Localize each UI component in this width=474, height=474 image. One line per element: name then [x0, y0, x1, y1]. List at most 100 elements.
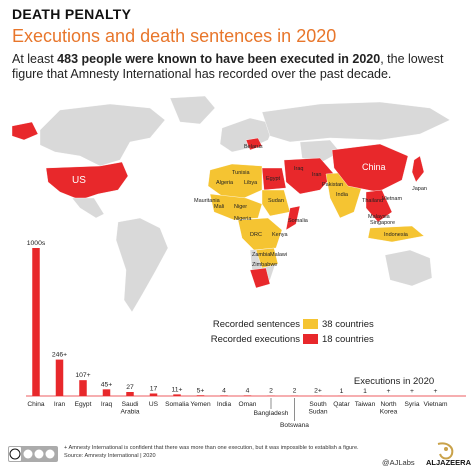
subtitle-pre: At least [12, 52, 58, 66]
map-canada [39, 103, 166, 167]
bar-value-china: 1000s [27, 240, 46, 247]
map-botswana-shape [249, 267, 271, 289]
map-japan-shape [411, 155, 425, 183]
map-label-iran: Iran [312, 172, 321, 178]
map-label-india: India [336, 192, 349, 198]
map-label-somalia: Somalia [288, 218, 309, 224]
map-sudan-shape [261, 189, 291, 217]
map-australia [384, 249, 433, 287]
subtitle: At least 483 people were known to have b… [12, 52, 467, 82]
map-alaska [11, 121, 39, 141]
tick-label-botswana: Botswana [280, 422, 309, 429]
headline: Executions and death sentences in 2020 [12, 26, 337, 46]
bar-iran [55, 359, 64, 396]
map-label-drc: DRC [250, 232, 262, 238]
bar-value-oman: 4 [246, 387, 250, 394]
map-central-asia [299, 139, 341, 163]
bar-value-taiwan: 1 [363, 388, 367, 395]
tick-label-iraq: Iraq [101, 401, 113, 408]
tick-label-us: US [149, 401, 159, 408]
bar-value-india: 4 [222, 387, 226, 394]
legend-sentences-count: 38 countries [322, 319, 374, 330]
map-label-egypt: Egypt [266, 176, 281, 182]
footnote-note: + Amnesty International is confident tha… [64, 445, 359, 451]
bar-value-iran: 246+ [52, 352, 67, 359]
bar-egypt [79, 380, 87, 396]
map-malawi-zambia-shape [255, 247, 279, 269]
tick-label-china: China [27, 401, 45, 408]
bar-value-bangladesh: 2 [269, 388, 273, 395]
map-north-africa-shape [207, 163, 263, 199]
map-label-zimbabwe: Zimbabwe [252, 262, 277, 268]
map-label-mauritania: Mauritania [194, 198, 221, 204]
legend-executions-swatch [303, 334, 318, 344]
map-us-shape [45, 161, 129, 201]
bar-value-saudi-arabia: 27 [126, 384, 134, 391]
footnote: + Amnesty International is confident tha… [64, 444, 359, 460]
map-label-mali: Mali [214, 204, 224, 210]
bar-value-egypt: 107+ [75, 372, 90, 379]
map-central-africa-shape [237, 217, 283, 251]
map-label-tunisia: Tunisia [232, 170, 250, 176]
bar-value-iraq: 45+ [101, 381, 113, 388]
tick-label-yemen: Yemen [190, 401, 211, 408]
map-indonesia-shape [367, 225, 425, 243]
aljazeera-wordmark: ALJAZEERA [426, 458, 472, 467]
tick-label-taiwan: Taiwan [355, 401, 376, 408]
bar-us [149, 393, 158, 396]
subtitle-post: , the lowest figure that Amnesty Interna… [12, 52, 444, 81]
bar-china [32, 248, 40, 396]
bar-somalia [173, 394, 181, 396]
map-mexico [71, 197, 105, 219]
bar-value-syria: + [410, 388, 414, 395]
map-label-thailand: Thailand [362, 198, 383, 204]
map-label-singapore: Singapore [370, 220, 395, 226]
map-label-zambia: Zambia [252, 252, 271, 258]
bar-value-botswana: 2 [293, 388, 297, 395]
tick-label-oman: Oman [239, 401, 257, 408]
map-middle-east-shape [283, 157, 335, 195]
tick-label-syria: Syria [404, 401, 419, 408]
tick-label-bangladesh: Bangladesh [254, 410, 289, 417]
bar-yemen [196, 395, 205, 396]
ajlabs-credit: @AJLabs [382, 458, 415, 467]
tick-label-north-korea: North Korea [380, 401, 398, 416]
map-label-iraq: Iraq [294, 166, 303, 172]
map-label-sudan: Sudan [268, 198, 284, 204]
map-label-belarus: Belarus [244, 144, 263, 150]
bar-value-north-korea: + [387, 388, 391, 395]
map-label-libya: Libya [244, 180, 258, 186]
map-southeast-asia-shape [365, 189, 393, 223]
map-label-algeria: Algeria [216, 180, 234, 186]
tick-label-egypt: Egypt [75, 401, 92, 408]
executions-chart: Recorded sentences 38 countries Recorded… [26, 240, 466, 429]
footnote-source: Source: Amnesty International | 2020 [64, 453, 156, 459]
map-somalia-shape [285, 205, 301, 231]
bar-oman [243, 395, 252, 396]
bar-iraq [102, 389, 111, 396]
subtitle-bold: 483 people were known to have been execu… [57, 52, 381, 66]
aljazeera-logo [437, 442, 454, 460]
tick-label-somalia: Somalia [165, 401, 189, 408]
map-china-shape [331, 143, 409, 193]
tick-label-qatar: Qatar [333, 401, 350, 408]
map-label-nigeria: Nigeria [234, 216, 252, 222]
map-russia [261, 101, 451, 143]
map-label-china: China [362, 162, 386, 172]
legend: Recorded sentences 38 countries Recorded… [211, 319, 374, 345]
legend-sentences-label: Recorded sentences [213, 319, 300, 330]
map-label-malawi: Malawi [270, 252, 287, 258]
tick-label-india: India [217, 401, 232, 408]
map-label-vietnam: Vietnam [382, 196, 402, 202]
chart-title: Executions in 2020 [354, 376, 434, 387]
tick-label-vietnam: Vietnam [423, 401, 448, 408]
tick-label-iran: Iran [54, 401, 66, 408]
bar-value-vietnam: + [434, 388, 438, 395]
map-label-kenya: Kenya [272, 232, 289, 238]
legend-executions-label: Recorded executions [211, 334, 300, 345]
map-label-us: US [72, 175, 86, 186]
creative-commons-badge [8, 446, 58, 462]
legend-executions-count: 18 countries [322, 334, 374, 345]
bar-value-qatar: 1 [340, 388, 344, 395]
kicker-title: DEATH PENALTY [12, 6, 132, 22]
